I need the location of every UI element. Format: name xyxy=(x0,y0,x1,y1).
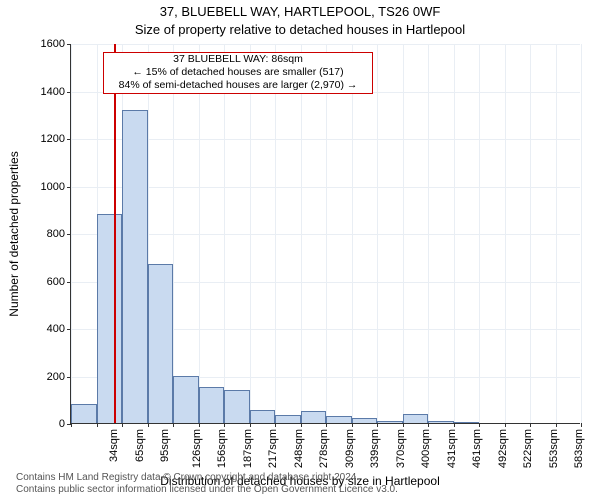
y-tick-label: 0 xyxy=(25,418,65,430)
x-tick-label: 553sqm xyxy=(548,429,560,468)
gridline-v xyxy=(454,44,455,423)
x-tick-mark xyxy=(173,423,174,427)
annotation-line1: 37 BLUEBELL WAY: 86sqm xyxy=(104,53,372,66)
histogram-bar xyxy=(275,415,301,423)
gridline-v xyxy=(352,44,353,423)
gridline-v xyxy=(275,44,276,423)
histogram-bar xyxy=(326,416,352,423)
x-tick-label: 187sqm xyxy=(242,429,254,468)
x-tick-label: 370sqm xyxy=(395,429,407,468)
x-tick-mark xyxy=(97,423,98,427)
x-tick-mark xyxy=(377,423,378,427)
histogram-bar xyxy=(148,264,174,423)
histogram-bar xyxy=(352,418,378,423)
x-tick-label: 65sqm xyxy=(134,429,146,462)
x-tick-mark xyxy=(122,423,123,427)
y-axis-label: Number of detached properties xyxy=(7,151,21,316)
x-tick-label: 522sqm xyxy=(522,429,534,468)
x-tick-mark xyxy=(403,423,404,427)
y-tick-label: 1000 xyxy=(25,181,65,193)
histogram-bar xyxy=(71,404,97,423)
marker-line xyxy=(114,44,116,423)
x-tick-label: 34sqm xyxy=(108,429,120,462)
x-tick-mark xyxy=(250,423,251,427)
y-tick-label: 1400 xyxy=(25,86,65,98)
x-tick-mark xyxy=(71,423,72,427)
x-tick-mark xyxy=(556,423,557,427)
x-tick-label: 217sqm xyxy=(267,429,279,468)
x-tick-mark xyxy=(199,423,200,427)
annotation-box: 37 BLUEBELL WAY: 86sqm← 15% of detached … xyxy=(103,52,373,94)
x-tick-label: 492sqm xyxy=(497,429,509,468)
footer-attribution: Contains HM Land Registry data © Crown c… xyxy=(16,472,398,496)
x-tick-mark xyxy=(301,423,302,427)
histogram-bar xyxy=(454,422,480,423)
y-tick-label: 400 xyxy=(25,323,65,335)
gridline-v xyxy=(505,44,506,423)
x-tick-label: 95sqm xyxy=(159,429,171,462)
x-tick-label: 400sqm xyxy=(420,429,432,468)
x-tick-label: 583sqm xyxy=(573,429,585,468)
x-tick-label: 461sqm xyxy=(471,429,483,468)
y-tick-label: 600 xyxy=(25,276,65,288)
x-tick-mark xyxy=(479,423,480,427)
histogram-bar xyxy=(122,110,148,424)
histogram-bar xyxy=(199,387,225,423)
histogram-bar xyxy=(301,411,327,423)
histogram-bar xyxy=(224,390,250,423)
x-tick-mark xyxy=(505,423,506,427)
annotation-line3: 84% of semi-detached houses are larger (… xyxy=(104,79,372,92)
gridline-v xyxy=(301,44,302,423)
footer-line2: Contains public sector information licen… xyxy=(16,484,398,496)
x-tick-label: 309sqm xyxy=(344,429,356,468)
x-tick-mark xyxy=(326,423,327,427)
x-tick-mark xyxy=(148,423,149,427)
chart-plot-area: 0200400600800100012001400160034sqm65sqm9… xyxy=(70,44,580,424)
y-tick-label: 1200 xyxy=(25,133,65,145)
x-tick-mark xyxy=(428,423,429,427)
gridline-v xyxy=(479,44,480,423)
annotation-line2: ← 15% of detached houses are smaller (51… xyxy=(104,66,372,79)
x-tick-label: 431sqm xyxy=(446,429,458,468)
gridline-v xyxy=(403,44,404,423)
gridline-v xyxy=(556,44,557,423)
histogram-bar xyxy=(377,421,403,423)
x-tick-mark xyxy=(454,423,455,427)
gridline-v xyxy=(377,44,378,423)
footer-line1: Contains HM Land Registry data © Crown c… xyxy=(16,472,398,484)
histogram-bar xyxy=(250,410,276,423)
x-tick-mark xyxy=(275,423,276,427)
gridline-v xyxy=(326,44,327,423)
histogram-bar xyxy=(428,421,454,423)
gridline-v xyxy=(71,44,72,423)
x-tick-label: 248sqm xyxy=(293,429,305,468)
x-tick-label: 156sqm xyxy=(216,429,228,468)
histogram-bar xyxy=(97,214,123,423)
page-title-line1: 37, BLUEBELL WAY, HARTLEPOOL, TS26 0WF xyxy=(0,4,600,19)
y-tick-label: 1600 xyxy=(25,38,65,50)
gridline-v xyxy=(173,44,174,423)
x-tick-label: 339sqm xyxy=(369,429,381,468)
y-tick-label: 200 xyxy=(25,371,65,383)
x-tick-mark xyxy=(352,423,353,427)
gridline-v xyxy=(199,44,200,423)
x-tick-mark xyxy=(530,423,531,427)
gridline-v xyxy=(428,44,429,423)
page-title-line2: Size of property relative to detached ho… xyxy=(0,22,600,37)
plot-inner: 0200400600800100012001400160034sqm65sqm9… xyxy=(70,44,580,424)
histogram-bar xyxy=(403,414,429,424)
histogram-bar xyxy=(173,376,199,424)
y-tick-label: 800 xyxy=(25,228,65,240)
x-tick-mark xyxy=(581,423,582,427)
gridline-v xyxy=(250,44,251,423)
gridline-v xyxy=(581,44,582,423)
x-tick-mark xyxy=(224,423,225,427)
gridline-v xyxy=(530,44,531,423)
gridline-v xyxy=(224,44,225,423)
x-tick-label: 278sqm xyxy=(318,429,330,468)
x-tick-label: 126sqm xyxy=(191,429,203,468)
